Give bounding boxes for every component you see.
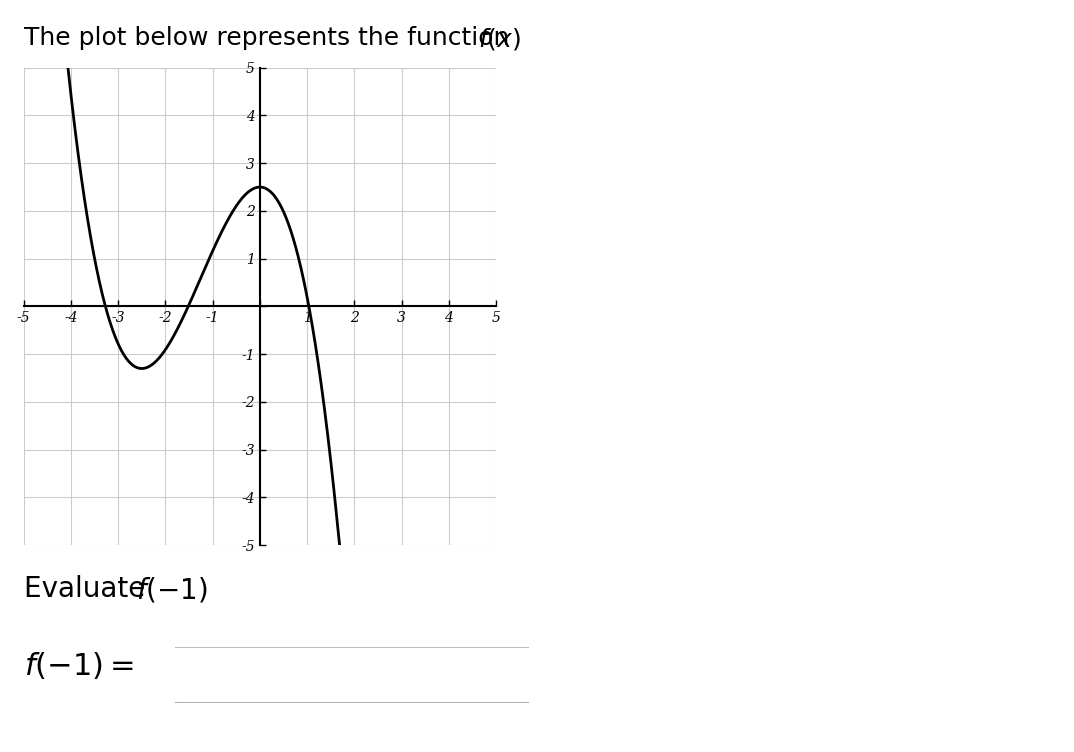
FancyBboxPatch shape	[161, 647, 543, 703]
Text: $f( - 1)$: $f( - 1)$	[136, 575, 208, 605]
Text: Evaluate: Evaluate	[24, 575, 154, 603]
Text: The plot below represents the function: The plot below represents the function	[24, 26, 517, 50]
Text: $f(x)$: $f(x)$	[478, 26, 521, 53]
Text: $f( - 1) =$: $f( - 1) =$	[24, 650, 133, 681]
